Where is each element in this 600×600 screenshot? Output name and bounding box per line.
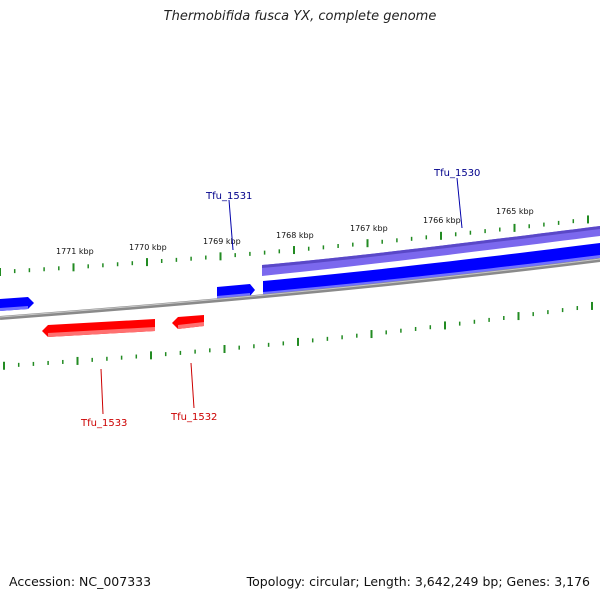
feature-band-tfu-1530-cds[interactable] — [262, 226, 600, 276]
leader-line-tfu-1533 — [100, 368, 104, 415]
gene-tfu-1532[interactable] — [172, 315, 204, 329]
gene-tfu-1533[interactable] — [42, 319, 155, 337]
outer-tick-track — [0, 215, 589, 276]
leader-line-tfu-1532 — [190, 362, 195, 409]
gene-left-forward[interactable] — [0, 297, 34, 311]
inner-tick-track — [3, 301, 593, 370]
leader-line-tfu-1531 — [228, 199, 234, 251]
scale-label-1771: 1771 kbp — [56, 247, 94, 256]
scale-label-1766: 1766 kbp — [423, 216, 461, 225]
accession-text: Accession: NC_007333 — [9, 574, 152, 589]
leader-line-tfu-1530 — [456, 177, 463, 229]
gene-tfu-1531[interactable] — [217, 284, 255, 299]
gene-label-tfu-1533[interactable]: Tfu_1533 — [80, 418, 127, 429]
genome-backbone — [0, 258, 600, 320]
scale-label-1770: 1770 kbp — [129, 243, 167, 252]
gene-tfu-1530[interactable] — [263, 243, 600, 295]
scale-label-1768: 1768 kbp — [276, 231, 314, 240]
scale-label-1767: 1767 kbp — [350, 224, 388, 233]
gene-label-tfu-1530[interactable]: Tfu_1530 — [433, 168, 480, 179]
gene-label-tfu-1532[interactable]: Tfu_1532 — [170, 412, 217, 423]
genome-summary-text: Topology: circular; Length: 3,642,249 bp… — [246, 574, 590, 589]
scale-label-1765: 1765 kbp — [496, 207, 534, 216]
scale-label-1769: 1769 kbp — [203, 237, 241, 246]
gene-label-tfu-1531[interactable]: Tfu_1531 — [205, 191, 252, 202]
map-title: Thermobifida fusca YX, complete genome — [163, 9, 437, 24]
